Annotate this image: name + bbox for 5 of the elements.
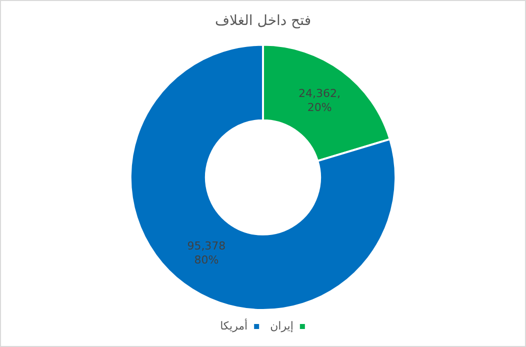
chart-title: فتح داخل الغلاف xyxy=(214,13,312,30)
legend-label: أمريكا xyxy=(220,318,248,332)
data-label: 95,378 80% xyxy=(187,239,226,266)
legend-label: إيران xyxy=(270,319,294,332)
data-label: 24,362, 20% xyxy=(298,87,341,114)
